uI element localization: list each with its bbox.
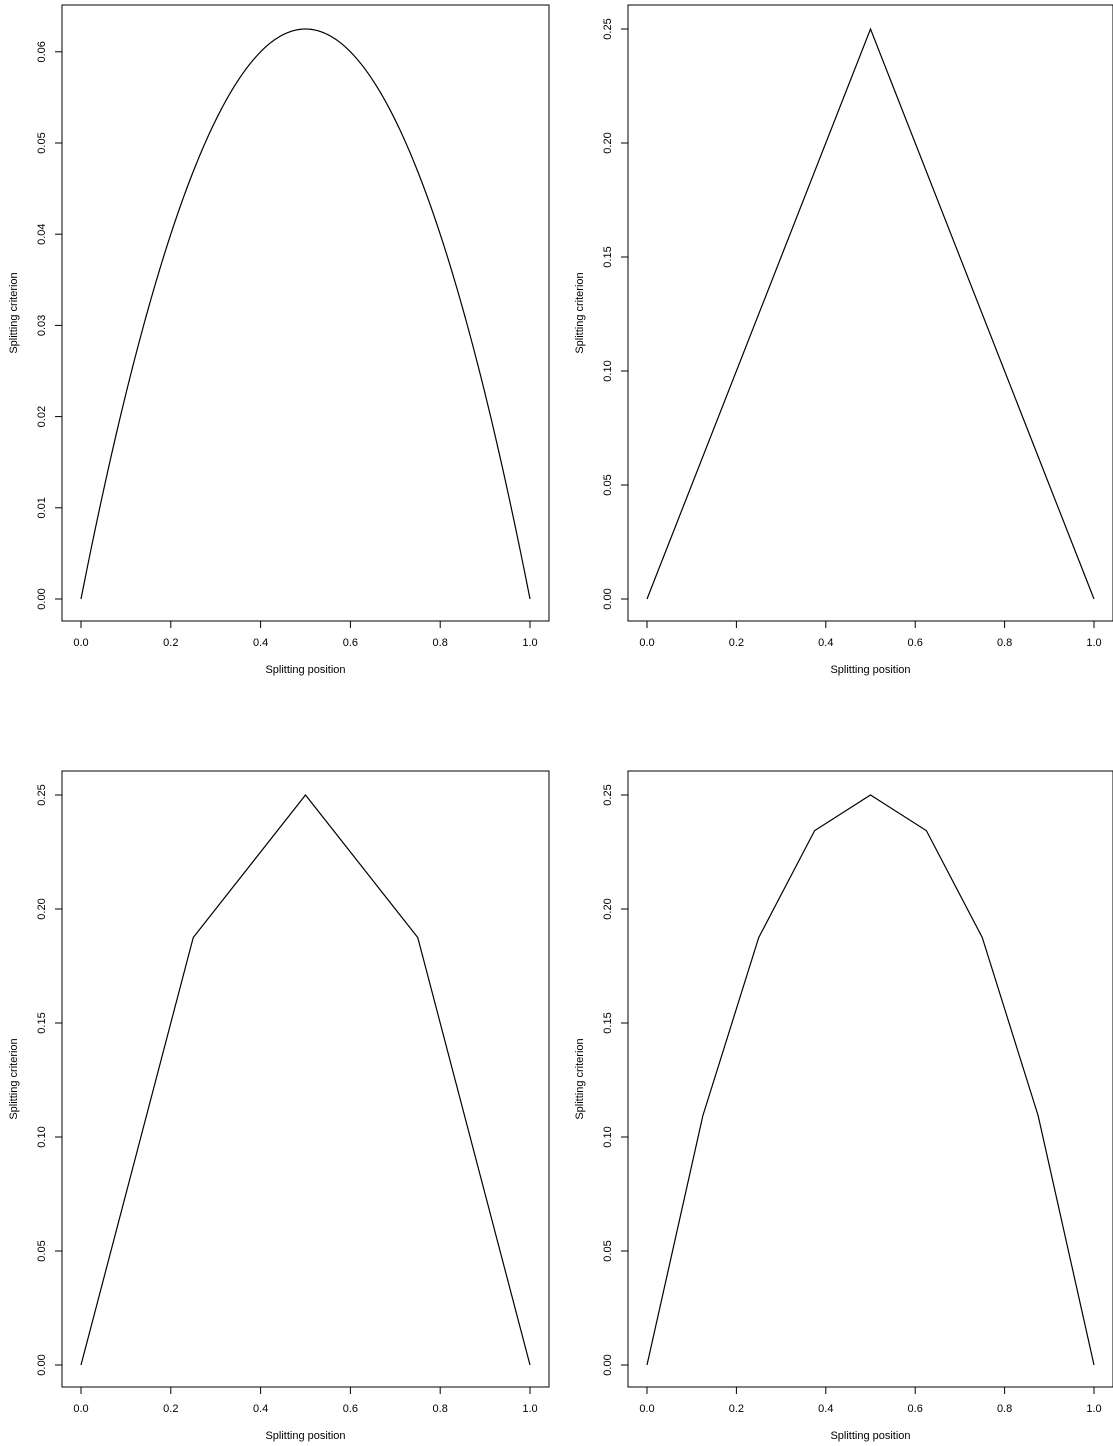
plot-frame [627,770,1113,1388]
y-tick-label: 0.05 [36,132,48,153]
y-tick-label: 0.03 [36,315,48,336]
chart-panel-3: 0.0 0.2 0.4 0.6 0.8 1.0 Splitting position 0.00… [8,770,550,1442]
x-axis-label: Splitting position [830,664,910,676]
x-tick-label: 0.6 [343,637,358,649]
y-tick-label: 0.05 [602,1240,614,1261]
y-tick-label: 0.02 [36,406,48,427]
x-tick-label: 0.6 [908,637,923,649]
y-tick-label: 0.25 [602,18,614,39]
y-axis: 0.00 0.01 0.02 0.03 0.04 0.05 0.06 [36,41,63,610]
x-axis: 0.0 0.2 0.4 0.6 0.8 1.0 [639,620,1102,649]
x-tick-label: 0.4 [818,637,833,649]
y-tick-label: 0.01 [36,497,48,518]
y-axis: 0.00 0.05 0.10 0.15 0.20 0.25 [602,784,629,1376]
y-tick-label: 0.15 [36,1012,48,1033]
y-tick-label: 0.10 [36,1126,48,1147]
x-tick-label: 0.4 [253,1403,268,1415]
y-tick-label: 0.20 [602,898,614,919]
y-axis-label: Splitting criterion [8,272,20,353]
chart-panel-2: 0.0 0.2 0.4 0.6 0.8 1.0 Splitting position 0.00… [574,4,1113,676]
plot-frame [61,770,550,1388]
chart-panel-1: 0.0 0.2 0.4 0.6 0.8 1.0 Splitting position 0.00… [8,4,550,676]
x-axis-label: Splitting position [830,1430,910,1442]
y-tick-label: 0.05 [602,474,614,495]
x-tick-label: 0.4 [818,1403,833,1415]
x-tick-label: 0.8 [433,637,448,649]
y-axis-label: Splitting criterion [574,272,586,353]
y-tick-label: 0.20 [602,132,614,153]
series-line [80,794,531,1366]
x-axis: 0.0 0.2 0.4 0.6 0.8 1.0 [73,1386,538,1415]
y-tick-label: 0.15 [602,1012,614,1033]
y-tick-label: 0.10 [602,1126,614,1147]
plot-frame [627,4,1113,622]
y-tick-label: 0.20 [36,898,48,919]
x-tick-label: 0.6 [908,1403,923,1415]
y-tick-label: 0.00 [36,588,48,609]
x-tick-label: 0.2 [729,1403,744,1415]
series-line [80,28,531,600]
x-tick-label: 0.8 [997,1403,1012,1415]
y-tick-label: 0.05 [36,1240,48,1261]
x-axis-label: Splitting position [265,1430,345,1442]
y-tick-label: 0.15 [602,246,614,267]
x-axis-label: Splitting position [265,664,345,676]
x-tick-label: 0.0 [73,1403,88,1415]
x-tick-label: 1.0 [1086,637,1101,649]
x-tick-label: 0.2 [729,637,744,649]
y-tick-label: 0.25 [36,784,48,805]
x-tick-label: 1.0 [522,1403,537,1415]
x-tick-label: 0.8 [997,637,1012,649]
y-tick-label: 0.25 [602,784,614,805]
x-axis: 0.0 0.2 0.4 0.6 0.8 1.0 [73,620,538,649]
x-tick-label: 0.0 [639,637,654,649]
y-tick-label: 0.04 [36,223,48,244]
x-tick-label: 0.0 [639,1403,654,1415]
x-tick-label: 0.2 [163,637,178,649]
x-tick-label: 0.0 [73,637,88,649]
y-tick-label: 0.00 [602,588,614,609]
y-tick-label: 0.10 [602,360,614,381]
series-line [646,794,1095,1366]
chart-panel-4: 0.0 0.2 0.4 0.6 0.8 1.0 Splitting position 0.00… [574,770,1113,1442]
y-tick-label: 0.00 [36,1354,48,1375]
y-tick-label: 0.00 [602,1354,614,1375]
y-axis: 0.00 0.05 0.10 0.15 0.20 0.25 [602,18,629,610]
plot-frame [61,4,550,622]
x-tick-label: 0.4 [253,637,268,649]
x-tick-label: 1.0 [522,637,537,649]
y-axis: 0.00 0.05 0.10 0.15 0.20 0.25 [36,784,63,1376]
x-tick-label: 0.2 [163,1403,178,1415]
y-axis-label: Splitting criterion [574,1038,586,1119]
y-axis-label: Splitting criterion [8,1038,20,1119]
y-tick-label: 0.06 [36,41,48,62]
x-axis: 0.0 0.2 0.4 0.6 0.8 1.0 [639,1386,1102,1415]
x-tick-label: 1.0 [1086,1403,1101,1415]
x-tick-label: 0.6 [343,1403,358,1415]
series-line [646,27,1095,600]
x-tick-label: 0.8 [433,1403,448,1415]
